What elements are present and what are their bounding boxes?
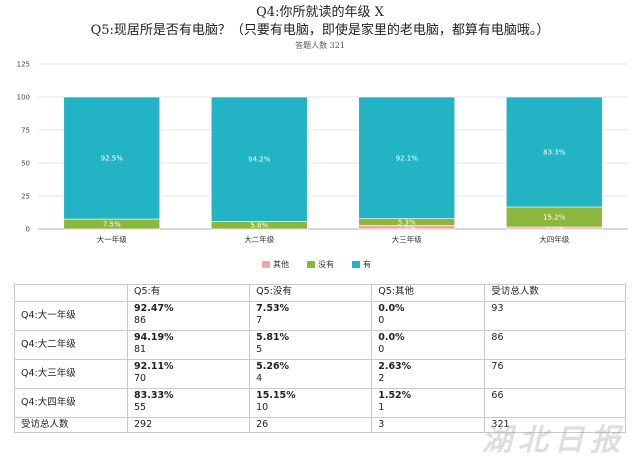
legend-label: 其他 (273, 259, 289, 269)
row-total: 66 (484, 388, 626, 418)
data-label: 15.2% (543, 213, 566, 221)
table-cell: 15.15% 10 (249, 388, 373, 418)
cell-percent: 83.33% (134, 390, 174, 401)
cell-percent: 1.52% (378, 390, 412, 401)
row-total: 76 (484, 359, 626, 389)
table-header-cell (14, 284, 128, 302)
cell-count: 7 (256, 315, 263, 326)
legend-swatch (307, 261, 315, 268)
cell-percent: 92.47% (134, 303, 174, 314)
table-cell: 1.52% 1 (371, 388, 486, 418)
table-footer-row: 受访总人数 292 26 3 321 (14, 417, 626, 433)
data-label: 5.8% (250, 222, 268, 230)
footer-value: 321 (484, 417, 626, 433)
data-label: 1.5% (545, 224, 563, 232)
y-tick-label: 125 (17, 61, 30, 69)
footer-value: 292 (126, 417, 251, 433)
category-label: 大三年级 (392, 234, 422, 244)
cell-count: 70 (134, 373, 147, 384)
cell-percent: 7.53% (256, 303, 290, 314)
row-label: Q4:大一年级 (14, 301, 128, 331)
bar-segment (210, 96, 308, 222)
data-label: 5.3% (398, 219, 416, 227)
data-label: 83.3% (543, 148, 566, 156)
chart-subtitle: Q5:现居所是否有电脑？（只要有电脑，即使是家里的老电脑，都算有电脑哦。） (90, 23, 550, 38)
footer-value: 26 (249, 417, 373, 433)
cell-percent: 0.0% (378, 303, 405, 314)
table-header-cell: 受访总人数 (484, 284, 626, 302)
table-cell: 2.63% 2 (371, 359, 486, 389)
cell-percent: 5.26% (256, 361, 290, 372)
table-cell: 0.0% 0 (371, 301, 486, 331)
cell-percent: 2.63% (378, 361, 412, 372)
cell-percent: 92.11% (134, 361, 174, 372)
legend-swatch (352, 261, 360, 268)
table-cell: 94.19% 81 (126, 330, 251, 360)
table-cell: 5.81% 5 (249, 330, 373, 360)
table-row: Q4:大一年级 92.47% 86 7.53% 7 0.0% 0 93 (14, 301, 626, 331)
row-label: Q4:大三年级 (14, 359, 128, 389)
y-tick-label: 25 (21, 193, 30, 201)
cell-count: 1 (378, 402, 385, 413)
bar-segment (505, 96, 603, 208)
cell-count: 0 (378, 315, 385, 326)
footer-label: 受访总人数 (14, 417, 128, 433)
table-row: Q4:大二年级 94.19% 81 5.81% 5 0.0% 0 86 (14, 330, 626, 360)
bar-segment (63, 96, 161, 220)
table-row: Q4:大三年级 92.11% 70 5.26% 4 2.63% 2 76 (14, 359, 626, 389)
y-tick-label: 75 (21, 127, 30, 135)
data-label: 92.1% (396, 154, 419, 162)
cell-percent: 15.15% (256, 390, 296, 401)
cell-count: 55 (134, 402, 147, 413)
table-header-cell: Q5:有 (126, 284, 251, 302)
category-label: 大四年级 (539, 234, 569, 244)
row-total: 93 (484, 301, 626, 331)
table-cell: 0.0% 0 (371, 330, 486, 360)
cell-count: 5 (256, 344, 263, 355)
stacked-bar-chart: 0 25 50 75 100 125 7.5% 92.5% 大一年级 5.8% 94.2% 大二年级 2… (17, 61, 628, 269)
table-header-cell: Q5:没有 (249, 284, 373, 302)
cell-percent: 5.81% (256, 332, 290, 343)
bar-segment (358, 96, 456, 219)
row-label: Q4:大四年级 (14, 388, 128, 418)
row-total: 86 (484, 330, 626, 360)
footer-value: 3 (371, 417, 486, 433)
table-row: Q4:大四年级 83.33% 55 15.15% 10 1.52% 1 66 (14, 388, 626, 418)
y-tick-label: 100 (17, 94, 30, 102)
table-cell: 92.47% 86 (126, 301, 251, 331)
data-label: 92.5% (101, 155, 124, 163)
table-cell: 83.33% 55 (126, 388, 251, 418)
data-label: 94.2% (248, 156, 271, 164)
row-label: Q4:大二年级 (14, 330, 128, 360)
cell-count: 0 (378, 344, 385, 355)
cell-percent: 0.0% (378, 332, 405, 343)
chart-title-block: Q4:你所就读的年级 X Q5:现居所是否有电脑？（只要有电脑，即使是家里的老电… (0, 4, 640, 52)
cell-count: 4 (256, 373, 263, 384)
crosstab-table: Q5:有 Q5:没有 Q5:其他 受访总人数 Q4:大一年级 92.47% 86 … (14, 284, 626, 433)
cell-count: 2 (378, 373, 385, 384)
data-label: 7.5% (103, 221, 121, 229)
table-header-cell: Q5:其他 (371, 284, 486, 302)
cell-count: 10 (256, 402, 269, 413)
respondents-note: 答题人数 321 (295, 41, 345, 50)
table-cell: 7.53% 7 (249, 301, 373, 331)
legend-label: 有 (363, 259, 371, 269)
data-label: 2.6% (398, 224, 416, 232)
category-label: 大二年级 (244, 234, 274, 244)
cell-count: 81 (134, 344, 147, 355)
table-cell: 5.26% 4 (249, 359, 373, 389)
cell-percent: 94.19% (134, 332, 174, 343)
legend-swatch (262, 261, 270, 268)
legend-label: 没有 (318, 259, 334, 269)
watermark: 湖北日报 (482, 423, 626, 458)
category-label: 大一年级 (97, 234, 127, 244)
table-cell: 92.11% 70 (126, 359, 251, 389)
y-tick-label: 50 (21, 160, 30, 168)
table-header-row: Q5:有 Q5:没有 Q5:其他 受访总人数 (14, 284, 626, 302)
chart-title: Q4:你所就读的年级 X (256, 5, 384, 20)
y-tick-label: 0 (26, 226, 30, 234)
cell-count: 86 (134, 315, 147, 326)
